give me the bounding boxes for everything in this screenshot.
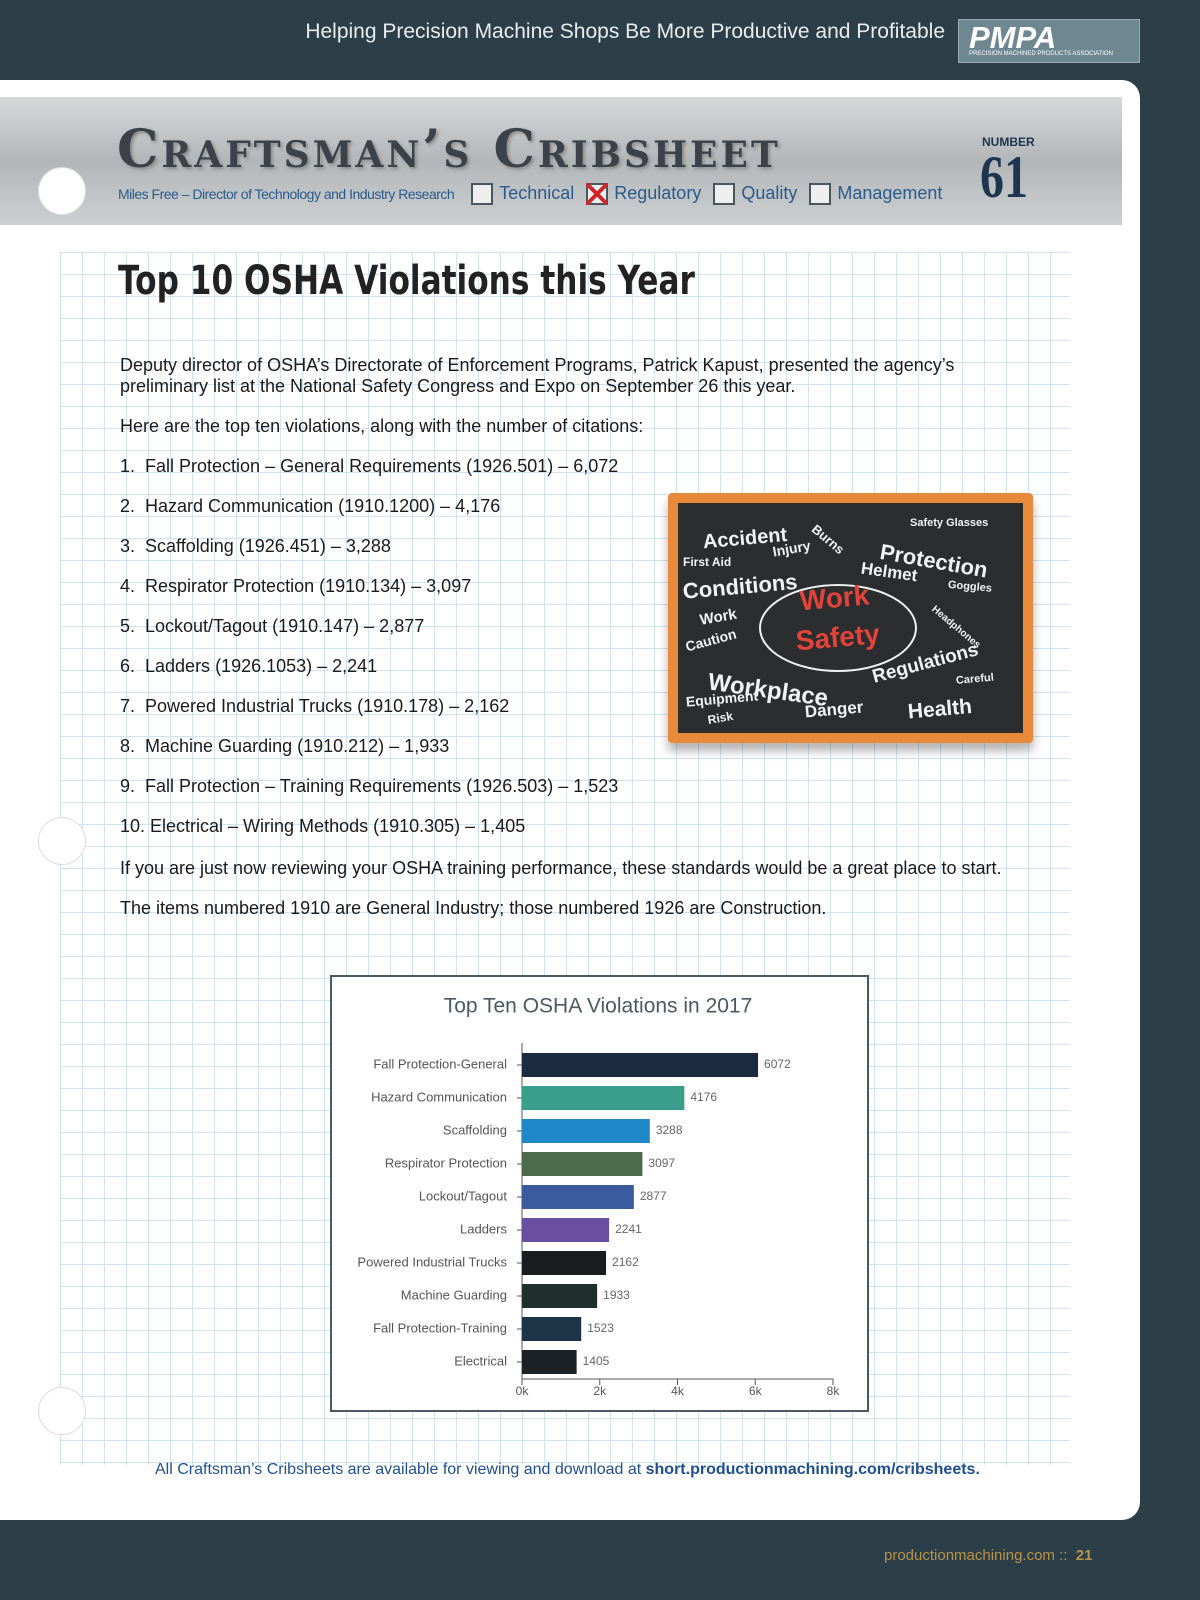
bar (522, 1152, 643, 1176)
category-label: Quality (741, 183, 798, 203)
bar (522, 1053, 759, 1077)
list-item: 5. Lockout/Tagout (1910.147) – 2,877 (120, 616, 425, 636)
x-tick-label: 2k (593, 1384, 607, 1398)
x-tick-label: 0k (516, 1384, 530, 1398)
list-item: 3. Scaffolding (1926.451) – 3,288 (120, 536, 391, 556)
y-tick-label: Scaffolding (443, 1122, 507, 1137)
category-label: Regulatory (614, 183, 702, 203)
list-item: 9. Fall Protection – Training Requiremen… (120, 776, 619, 796)
site: productionmachining.com (884, 1547, 1055, 1564)
board-surface (678, 503, 1023, 733)
value-label: 3097 (648, 1156, 675, 1170)
logo-text: PMPA (969, 20, 1057, 55)
closing: If you are just now reviewing your OSHA … (120, 858, 1002, 878)
page-number: 21 (1075, 1547, 1093, 1564)
chalk-word: Injury (771, 537, 812, 559)
lead: Here are the top ten violations, along w… (120, 416, 644, 436)
chalk-word: Work (698, 606, 738, 629)
bar (522, 1350, 577, 1374)
banner-title: Craftsman’s Cribsheet (117, 119, 781, 180)
issue-number: 61 (980, 144, 1028, 210)
punch-hole (38, 167, 86, 215)
list-item: 7. Powered Industrial Trucks (1910.178) … (120, 696, 510, 716)
chalk-word: Work (798, 579, 870, 616)
chalk-word: Risk (707, 709, 735, 727)
bar (522, 1119, 650, 1143)
intro: Deputy director of OSHA’s Directorate of… (120, 355, 955, 396)
category-label: Management (837, 183, 943, 203)
link[interactable]: short.productionmachining.com/cribsheets… (645, 1461, 980, 1478)
punch-hole (38, 1387, 86, 1435)
bar (522, 1317, 582, 1341)
chart-title: Top Ten OSHA Violations in 2017 (444, 995, 753, 1018)
list-item: 6. Ladders (1926.1053) – 2,241 (120, 656, 378, 676)
chalk-word: Safety Glasses (910, 517, 988, 529)
value-label: 1405 (583, 1354, 610, 1368)
chalk-word: Health (907, 695, 973, 724)
category-label: Technical (499, 183, 575, 203)
list-item: 10. Electrical – Wiring Methods (1910.30… (120, 816, 526, 836)
chalk-word: Goggles (947, 579, 992, 595)
y-tick-label: Ladders (460, 1221, 507, 1236)
value-label: 6072 (764, 1057, 791, 1071)
chalk-word: Safety (794, 618, 881, 656)
value-label: 2877 (640, 1189, 667, 1203)
y-tick-label: Fall Protection-General (373, 1056, 507, 1071)
banner-meta: Miles Free – Director of Technology and … (118, 183, 943, 206)
checkbox (809, 183, 832, 206)
y-tick-label: Fall Protection-Training (373, 1320, 507, 1335)
value-label: 2162 (612, 1255, 639, 1269)
chalkboard-image: Accident Burns Injury Safety Glasses Protect… (668, 493, 1033, 743)
article-title: Top 10 OSHA Violations this Year (118, 258, 695, 304)
bar (522, 1218, 610, 1242)
bar (522, 1086, 685, 1110)
bar (522, 1284, 598, 1308)
bar (522, 1251, 607, 1275)
list-item: 4. Respirator Protection (1910.134) – 3,… (120, 576, 472, 596)
checkbox (586, 183, 609, 206)
y-tick-label: Machine Guarding (401, 1287, 507, 1302)
banner: Craftsman’s Cribsheet Miles Free – Direc… (0, 97, 1122, 225)
author: Miles Free – Director of Technology and … (118, 186, 455, 202)
y-tick-label: Hazard Communication (371, 1089, 507, 1104)
x-tick-label: 8k (827, 1384, 841, 1398)
chalk-word: Equipment (685, 687, 759, 709)
y-tick-label: Electrical (454, 1353, 507, 1368)
chalk-circle (759, 584, 917, 672)
list-item: 1. Fall Protection – General Requirement… (120, 456, 619, 476)
note: All Craftsman’s Cribsheets are available… (155, 1461, 646, 1478)
chalk-word: First Aid (683, 555, 731, 569)
number-label: NUMBER (982, 135, 1035, 149)
value-label: 1523 (587, 1321, 614, 1335)
value-label: 4176 (690, 1090, 717, 1104)
value-label: 1933 (603, 1288, 630, 1302)
checkbox (713, 183, 736, 206)
list-item: 8. Machine Guarding (1910.212) – 1,933 (120, 736, 450, 756)
logo: PMPA PRECISION MACHINED PRODUCTS ASSOCIA… (958, 19, 1140, 63)
value-label: 3288 (656, 1123, 683, 1137)
checkbox (471, 183, 494, 206)
y-tick-label: Powered Industrial Trucks (357, 1254, 507, 1269)
chalk-word: Careful (955, 672, 994, 687)
x-tick-label: 4k (671, 1384, 685, 1398)
footer-note: All Craftsman’s Cribsheets are available… (155, 1461, 980, 1479)
closing: The items numbered 1910 are General Indu… (120, 898, 827, 918)
punch-hole (38, 817, 86, 865)
list-item: 2. Hazard Communication (1910.1200) – 4,… (120, 496, 501, 516)
tagline: Helping Precision Machine Shops Be More … (305, 20, 945, 43)
separator: :: (1059, 1547, 1068, 1564)
y-tick-label: Lockout/Tagout (419, 1188, 508, 1203)
bar (522, 1185, 634, 1209)
logo-subtitle: PRECISION MACHINED PRODUCTS ASSOCIATION (969, 51, 1113, 57)
y-tick-label: Respirator Protection (385, 1155, 507, 1170)
value-label: 2241 (615, 1222, 642, 1236)
x-tick-label: 6k (749, 1384, 763, 1398)
site-footer: productionmachining.com :: 21 (884, 1547, 1092, 1564)
